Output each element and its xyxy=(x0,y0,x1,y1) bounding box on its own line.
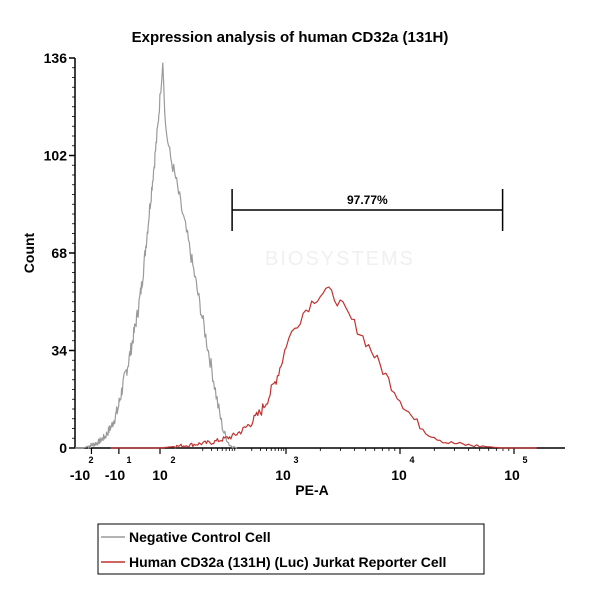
x-tick-exponent: 5 xyxy=(522,455,527,465)
x-tick-exponent: 1 xyxy=(126,455,131,465)
x-tick-base: 10 xyxy=(504,467,520,483)
gate-label: 97.77% xyxy=(347,193,388,207)
x-tick-base: 10 xyxy=(275,467,291,483)
x-tick-exponent: 3 xyxy=(293,455,298,465)
series-reporter-cell xyxy=(110,286,537,449)
y-tick-label: 136 xyxy=(44,50,68,66)
x-tick-exponent: 4 xyxy=(409,455,414,465)
y-tick-label: 102 xyxy=(44,148,68,164)
legend: Negative Control Cell Human CD32a (131H)… xyxy=(97,523,485,575)
x-tick-base: 10 xyxy=(152,467,168,483)
x-tick-base: -10 xyxy=(105,467,125,483)
y-ticks: 0 34 68 102 136 xyxy=(44,50,75,456)
x-axis-label: PE-A xyxy=(295,482,328,498)
watermark-text: BIOSYSTEMS xyxy=(265,248,415,270)
gate-marker: 97.77% xyxy=(231,189,504,231)
legend-label-reporter: Human CD32a (131H) (Luc) Jurkat Reporter… xyxy=(129,554,446,570)
x-tick-exponent: 2 xyxy=(88,455,93,465)
chart-title: Expression analysis of human CD32a (131H… xyxy=(132,29,449,46)
y-tick-label: 34 xyxy=(51,343,67,359)
x-tick-base: -10 xyxy=(70,467,90,483)
legend-box xyxy=(97,523,485,575)
y-axis-label: Count xyxy=(21,232,37,273)
series-group xyxy=(74,62,537,449)
y-tick-label: 0 xyxy=(59,440,67,456)
x-tick-exponent: 2 xyxy=(170,455,175,465)
series-negative-control xyxy=(74,62,238,449)
legend-label-negative: Negative Control Cell xyxy=(129,529,271,545)
x-tick-base: 10 xyxy=(391,467,407,483)
y-tick-label: 68 xyxy=(51,245,67,261)
